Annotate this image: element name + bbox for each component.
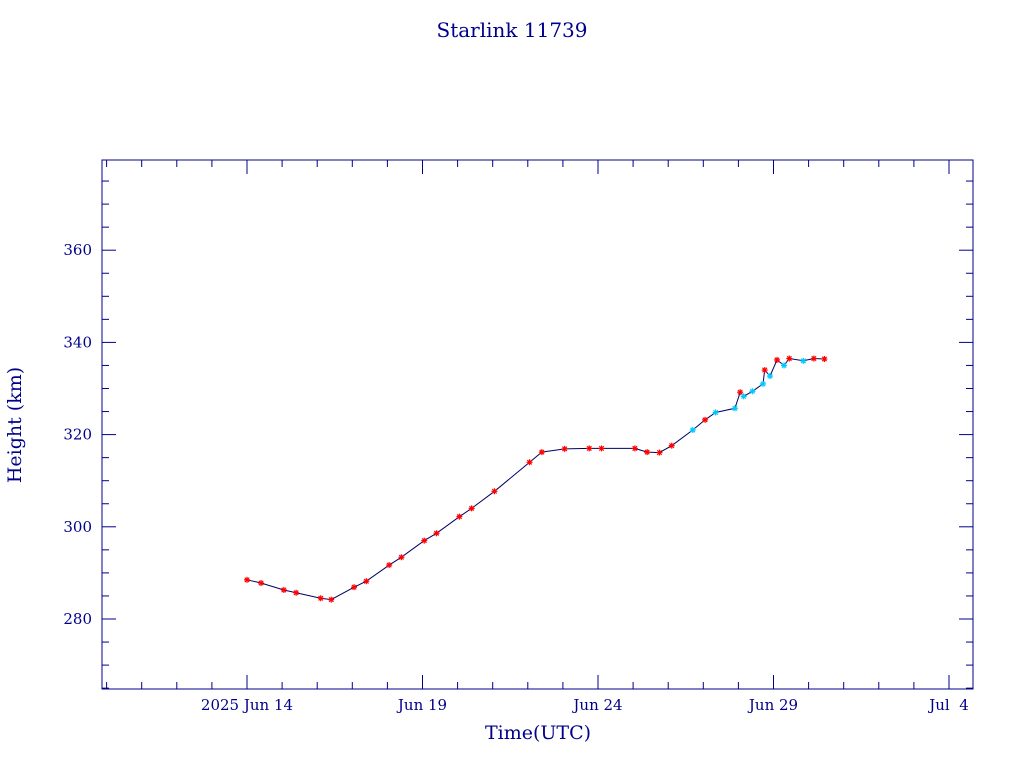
- y-tick-label: 300: [63, 518, 92, 536]
- data-point: [800, 357, 807, 364]
- data-point: [433, 530, 440, 537]
- data-point: [538, 449, 545, 456]
- data-point: [781, 362, 788, 369]
- data-point: [328, 596, 335, 603]
- data-point: [351, 584, 358, 591]
- y-tick-label: 280: [63, 610, 92, 628]
- data-point: [740, 393, 747, 400]
- data-point: [398, 554, 405, 561]
- data-point: [293, 589, 300, 596]
- data-point: [244, 576, 250, 583]
- data-point: [644, 449, 651, 456]
- data-point: [786, 355, 793, 362]
- series-line-group: [246, 357, 825, 601]
- x-tick-label: Jul 4: [927, 696, 969, 714]
- series-line: [246, 357, 825, 601]
- data-point: [731, 405, 738, 412]
- data-point: [702, 416, 709, 423]
- data-point: [810, 355, 817, 362]
- plot-frame: [101, 159, 974, 690]
- y-axis-title: Height (km): [4, 367, 26, 483]
- data-point: [456, 513, 463, 520]
- x-tick-label: Jun 19: [396, 696, 447, 714]
- x-axis-title: Time(UTC): [485, 722, 591, 744]
- data-point: [656, 449, 663, 456]
- data-point: [280, 586, 287, 593]
- data-point: [586, 445, 593, 452]
- y-axis-ticks: 280 300 320 340 360: [63, 180, 973, 689]
- data-point: [491, 488, 498, 495]
- data-point: [386, 562, 393, 569]
- x-tick-label: Jun 29: [747, 696, 798, 714]
- data-point: [689, 426, 696, 433]
- x-tick-label: Jun 24: [571, 696, 622, 714]
- data-point: [759, 380, 766, 387]
- data-point: [668, 442, 675, 449]
- data-point: [561, 445, 568, 452]
- data-point: [761, 367, 768, 374]
- data-point: [712, 409, 719, 416]
- y-tick-label: 340: [63, 333, 92, 351]
- data-point: [774, 356, 781, 363]
- data-point: [749, 388, 756, 395]
- data-point: [821, 355, 828, 362]
- data-point: [421, 537, 428, 544]
- data-point: [468, 505, 475, 512]
- data-point: [766, 373, 773, 380]
- data-point: [258, 580, 265, 587]
- x-tick-label: 2025 Jun 14: [201, 696, 293, 714]
- chart-title: Starlink 11739: [437, 18, 588, 42]
- y-tick-label: 320: [63, 426, 92, 444]
- data-point: [631, 445, 638, 452]
- data-point: [526, 459, 533, 466]
- data-point: [317, 595, 324, 602]
- data-point: [737, 389, 744, 396]
- series-markers: [244, 355, 828, 603]
- data-point: [363, 578, 370, 585]
- x-axis-ticks: 2025 Jun 14 Jun 19 Jun 24 Jun 29 Jul 4: [106, 160, 969, 714]
- y-tick-label: 360: [63, 241, 92, 259]
- data-point: [598, 445, 605, 452]
